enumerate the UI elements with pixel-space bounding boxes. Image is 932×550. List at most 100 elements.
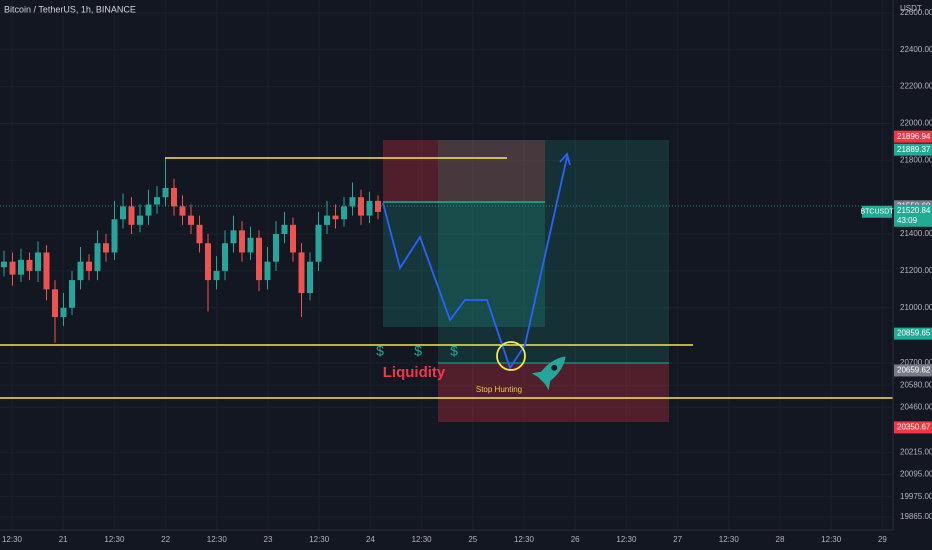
candle-body [120,206,126,220]
candle-body [196,224,203,244]
x-tick-label: 23 [264,535,273,544]
y-tick-label: 22200.00 [900,82,932,91]
rocket-icon [531,356,566,391]
y-tick-label: 21200.00 [900,266,932,275]
candle-body [349,197,356,207]
x-tick-label: 12:30 [412,535,433,544]
y-tick-label: 20460.00 [900,402,932,411]
candles [1,158,381,343]
candle-body [26,259,33,271]
x-tick-label: 12:30 [616,535,637,544]
candle-body [341,206,347,220]
y-tick-label: 22400.00 [900,45,932,54]
x-tick-label: 12:30 [821,535,842,544]
candle-body [324,215,330,225]
candle-body [366,200,373,216]
y-tick-label: 20215.00 [900,448,932,457]
stop-hunt-circle [496,341,526,371]
short-stop-zone [383,140,545,202]
liquidity-label: Liquidity [383,364,446,381]
symbol-tag [862,205,892,218]
candle-body [1,261,7,268]
long-target-zone [438,140,669,363]
candle-body [52,289,58,317]
dollar-sign: $ [376,343,384,359]
candle-body [332,215,339,220]
short-target-zone [383,202,545,327]
x-tick-label: 27 [673,535,682,544]
currency-label: USDT [900,4,922,13]
price-tag [894,143,932,156]
y-tick-label: 20700.00 [900,358,932,367]
price-tags: 22600.00 22400.00 22200.00 22000.00 21800.00… [2,8,932,544]
current-price-label: 21520.84 [897,206,931,215]
candle-body [77,261,84,281]
candle-body [43,252,50,290]
candle-body [60,307,67,317]
candle-body [307,261,313,294]
x-tick-label: 25 [468,535,477,544]
candle-body [69,280,75,308]
dollar-sign: $ [414,343,422,359]
candle-body [315,224,322,262]
chart-title: Bitcoin / TetherUS, 1h, BINANCE [4,4,136,14]
x-tick-label: 26 [571,535,580,544]
x-tick-label: 12:30 [207,535,228,544]
candle-body [230,230,237,244]
y-tick-label: 22000.00 [900,119,932,128]
price-tag [894,364,932,377]
price-tag-label: 21889.37 [897,145,931,154]
price-tag-label: 20350.67 [897,423,931,432]
candle-body [103,243,109,253]
candle-body [290,224,296,253]
x-tick-label: 12:30 [719,535,740,544]
projection-arrow [559,152,571,166]
candle-body [86,261,92,271]
x-tick-label: 12:30 [514,535,535,544]
y-tick-label: 21800.00 [900,155,932,164]
price-tag-label: 20659.62 [897,366,931,375]
candle-body [111,219,118,253]
candle-body [179,206,186,216]
x-tick-label: 24 [366,535,375,544]
candle-body [205,243,211,281]
y-tick-label: 19975.00 [900,492,932,501]
price-axis [893,0,932,550]
current-price-tag [894,204,932,227]
candle-body [18,259,24,275]
candle-body [264,261,271,281]
x-tick-label: 28 [776,535,785,544]
x-tick-label: 21 [59,535,68,544]
candle-body [213,270,220,281]
candle-body [188,215,194,225]
candle-body [94,243,101,271]
candle-body [154,197,160,205]
candle-body [239,230,245,253]
candle-body [222,243,228,271]
price-tag-label: 20859.65 [897,329,931,338]
y-tick-label: 21400.00 [900,229,932,238]
x-tick-label: 22 [161,535,170,544]
candle-body [273,234,279,262]
grid [0,0,893,530]
y-tick-label: 22600.00 [900,8,932,17]
y-tick-label: 20095.00 [900,470,932,479]
candle-body [256,237,262,281]
x-tick-label: 12:30 [2,535,23,544]
symbol-tag-label: BTCUSDT [860,209,894,216]
price-tag [894,130,932,143]
projection-path [382,156,568,371]
candle-body [281,224,288,235]
price-tag [894,421,932,434]
candle-body [9,261,16,275]
x-tick-label: 12:30 [309,535,330,544]
stop-hunting-label: Stop Hunting [476,385,522,394]
candle-body [162,187,169,198]
candle-body [298,252,305,294]
dollar-sign: $ [450,343,458,359]
candle-body [137,215,143,225]
price-tag [894,327,932,340]
countdown-label: 43:09 [897,216,918,225]
